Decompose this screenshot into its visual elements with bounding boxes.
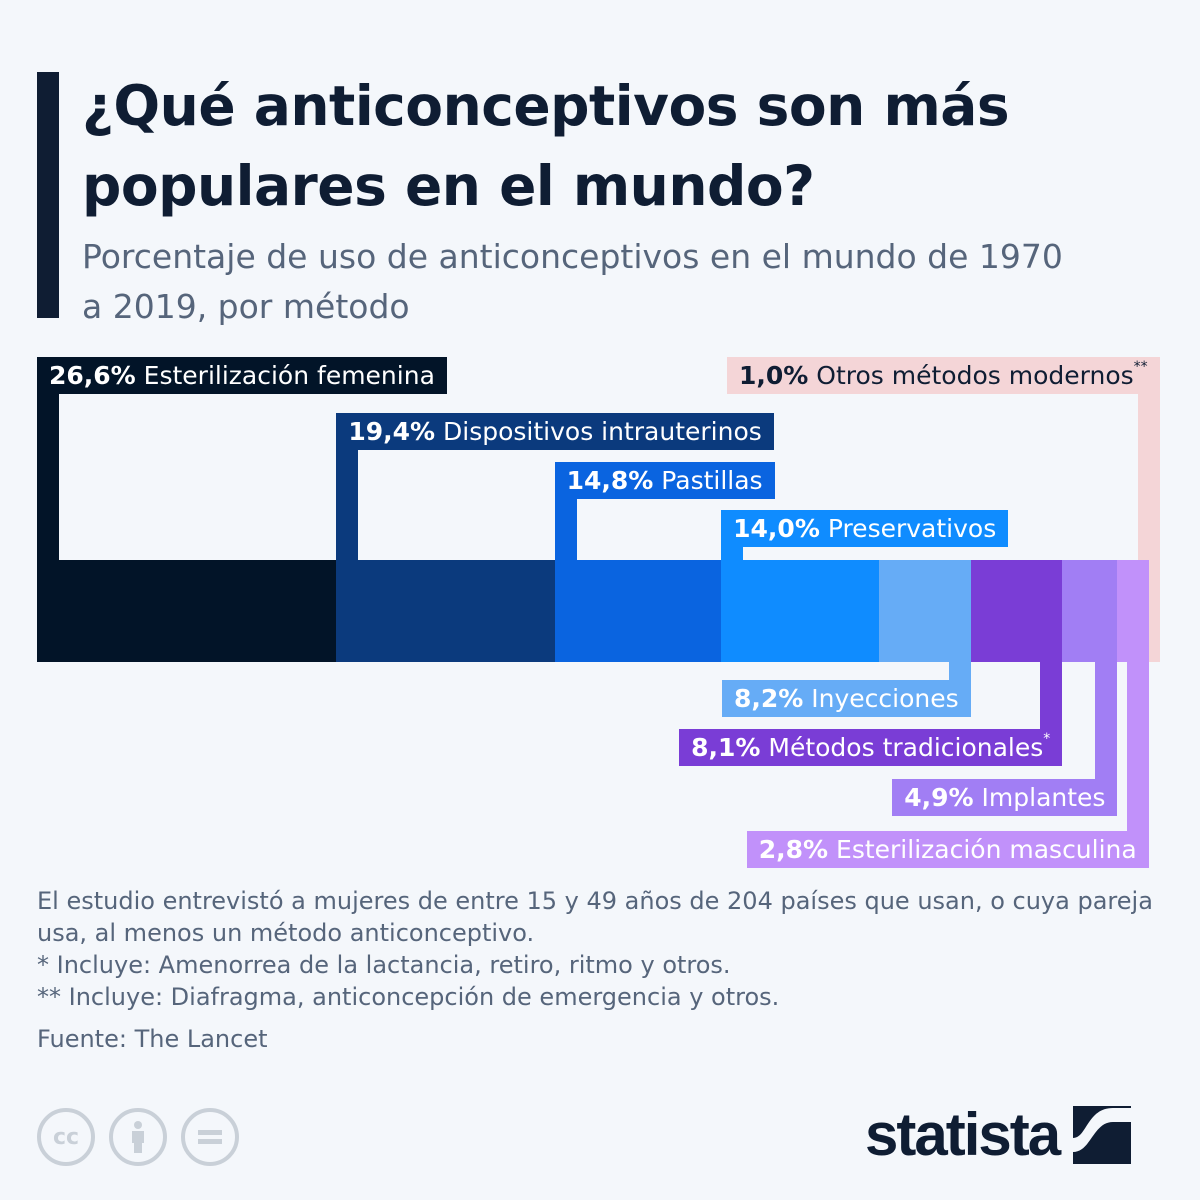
- bar-segment: [336, 560, 556, 662]
- data-label: 26,6% Esterilización femenina: [37, 357, 447, 394]
- leader-line: [1095, 662, 1118, 784]
- bar-segment: [1117, 560, 1150, 662]
- cc-icon[interactable]: cc: [37, 1108, 95, 1166]
- category-label: Otros métodos modernos: [808, 361, 1134, 390]
- data-label: 8,1% Métodos tradicionales*: [679, 729, 1063, 766]
- bar-segment: [878, 560, 972, 662]
- subtitle: Porcentaje de uso de anticonceptivos en …: [82, 237, 1063, 326]
- stacked-bar-chart: 26,6% Esterilización femenina 19,4% Dispo…: [37, 357, 1161, 868]
- data-label: 8,2% Inyecciones: [721, 680, 971, 717]
- value-label: 19,4%: [348, 417, 436, 446]
- category-label: Inyecciones: [803, 684, 959, 713]
- value-label: 14,8%: [566, 466, 654, 495]
- logo-text: statista: [865, 1101, 1061, 1168]
- bar-segment: [721, 560, 880, 662]
- statista-wave-icon: [1073, 1105, 1132, 1164]
- value-label: 14,0%: [733, 514, 820, 543]
- data-label: 14,0% Preservativos: [721, 510, 1009, 547]
- license-icons: cc: [37, 1108, 239, 1166]
- leader-line: [1040, 662, 1063, 734]
- title-accent-bar: [37, 72, 59, 318]
- no-derivatives-icon[interactable]: [181, 1108, 239, 1166]
- value-label: 4,9%: [904, 783, 974, 812]
- data-label: 1,0% Otros métodos modernos**: [727, 357, 1160, 394]
- bar-segment: [37, 560, 337, 662]
- value-label: 8,1%: [691, 733, 761, 762]
- category-label: Dispositivos intrauterinos: [435, 417, 762, 446]
- footnote-2: ** Incluye: Diafragma, anticoncepción de…: [37, 983, 780, 1011]
- category-label: Implantes: [973, 783, 1106, 812]
- bar-segment: [554, 560, 722, 662]
- page-title: ¿Qué anticonceptivos son más populares e…: [82, 74, 1010, 218]
- study-note: El estudio entrevistó a mujeres de entre…: [37, 887, 1153, 947]
- attribution-icon[interactable]: [109, 1108, 167, 1166]
- value-label: 2,8%: [758, 835, 829, 864]
- data-label: 4,9% Implantes: [892, 779, 1118, 816]
- leader-line: [1126, 662, 1149, 836]
- leader-line: [37, 357, 59, 560]
- value-label: 8,2%: [733, 684, 804, 713]
- leader-line: [948, 662, 971, 685]
- data-label: 14,8% Pastillas: [554, 462, 775, 499]
- category-label: Pastillas: [653, 466, 763, 495]
- data-label: 19,4% Dispositivos intrauterinos: [336, 413, 774, 450]
- value-label: 26,6%: [49, 361, 136, 390]
- leader-line: [1138, 357, 1160, 560]
- category-label: Esterilización masculina: [828, 835, 1137, 864]
- bar-segment: [1062, 560, 1118, 662]
- footnote-mark: **: [1133, 359, 1148, 375]
- data-label: 2,8% Esterilización masculina: [746, 831, 1149, 868]
- statista-logo[interactable]: statista: [865, 1100, 1132, 1169]
- category-label: Esterilización femenina: [135, 361, 435, 390]
- footnote-mark: *: [1043, 731, 1051, 747]
- footnotes: El estudio entrevistó a mujeres de entre…: [37, 885, 1177, 1055]
- source: Fuente: The Lancet: [37, 1025, 268, 1053]
- footnote-1: * Incluye: Amenorrea de la lactancia, re…: [37, 951, 731, 979]
- bar-segment: [970, 560, 1063, 662]
- category-label: Preservativos: [819, 514, 997, 543]
- category-label: Métodos tradicionales: [760, 733, 1044, 762]
- value-label: 1,0%: [739, 361, 809, 390]
